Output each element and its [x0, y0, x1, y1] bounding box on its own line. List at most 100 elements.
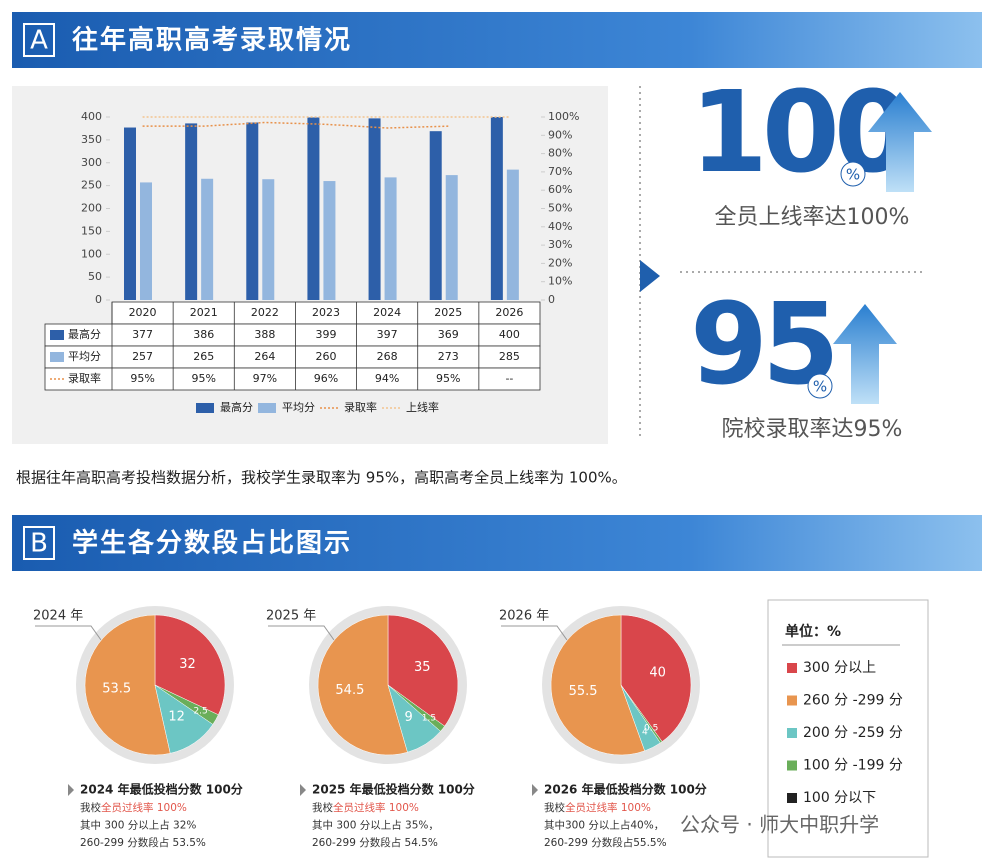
y-tick-label: 50	[88, 270, 102, 283]
unit-circle	[840, 161, 866, 187]
x-tick-label: 2022	[251, 306, 279, 319]
legend-swatch	[258, 403, 276, 413]
summary: 根据往年高职高考投档数据分析，我校学生录取率为 95%，高职高考全员上线率为 1…	[16, 469, 627, 487]
table-cell: 95%	[130, 372, 154, 385]
pie-slice	[317, 614, 408, 756]
pie-leader	[35, 625, 102, 641]
note-line: 260-299 分数段占55.5%	[544, 836, 667, 849]
pie-slice	[154, 614, 226, 716]
section-letter: A	[30, 26, 48, 56]
y-tick-label: 100	[81, 247, 102, 260]
note-part: 其中 300 分以上占 32%	[80, 819, 196, 832]
note-part: 260-299 分数段占 53.5%	[80, 836, 206, 849]
note-line: 其中300 分以上占40%，	[544, 819, 664, 832]
stat-caption: 院校录取率达95%	[722, 417, 903, 442]
bar	[368, 118, 381, 300]
note-line: 我校全员过线率 100%	[80, 801, 187, 814]
note-marker	[532, 784, 538, 796]
note-part: 全员过线率 100%	[565, 801, 651, 814]
y2-tick-label: 50%	[548, 202, 572, 215]
y-tick-label: 0	[95, 293, 102, 306]
legend-swatch	[787, 793, 797, 803]
pie-slice	[84, 614, 171, 756]
pie-title: 2024 年	[33, 609, 83, 624]
bar	[201, 178, 214, 300]
y2-tick-label: 100%	[548, 110, 579, 123]
pie-label: 4	[642, 727, 648, 737]
pie-title: 2025 年	[266, 609, 316, 624]
note-part: 260-299 分数段占55.5%	[544, 836, 667, 849]
x-tick-label: 2025	[434, 306, 462, 319]
bar	[262, 179, 275, 300]
pie-slice	[387, 614, 459, 727]
pie-label: 53.5	[102, 682, 131, 697]
y-tick-label: 150	[81, 224, 102, 237]
y2-tick-label: 30%	[548, 238, 572, 251]
pie-title: 2026 年	[499, 609, 549, 624]
pie-slice	[154, 684, 219, 725]
up-arrow	[868, 92, 932, 192]
note-part: 我校	[544, 801, 565, 814]
table-series-name: 平均分	[68, 350, 101, 363]
header-band	[12, 12, 982, 68]
table-cell: --	[505, 372, 513, 385]
unit: %	[813, 378, 827, 396]
note-line: 我校全员过线率 100%	[544, 801, 651, 814]
table-swatch	[50, 352, 64, 362]
x-tick-label: 2024	[373, 306, 401, 319]
legend-label: 录取率	[344, 400, 377, 414]
bar	[246, 122, 259, 301]
pie-leader	[501, 625, 568, 641]
table-row	[44, 323, 541, 347]
x-tick-label: 2023	[312, 306, 340, 319]
legend-label: 200 分 -259 分	[803, 725, 903, 741]
legend-label: 260 分 -299 分	[803, 693, 903, 709]
legend-swatch	[787, 695, 797, 706]
x-tick-label: 2021	[190, 306, 218, 319]
pie-slice	[387, 684, 445, 732]
note-line: 260-299 分数段占 53.5%	[80, 836, 206, 849]
note-part: 其中300 分以上占40%，	[544, 819, 664, 832]
table-cell: 285	[499, 350, 520, 363]
bar	[124, 127, 136, 301]
pointer	[640, 260, 660, 292]
table-cell: 400	[499, 328, 520, 341]
letter-box	[23, 526, 55, 560]
pie-slice	[550, 614, 646, 756]
note-part: 我校	[80, 801, 101, 814]
section-title: 往年高职高考录取情况	[72, 25, 352, 56]
legend-swatch	[787, 728, 797, 738]
note-heading: 2024 年最低投档分数 100分	[80, 782, 243, 797]
table-cell: 273	[438, 350, 459, 363]
bar	[445, 175, 458, 300]
y-tick-label: 200	[81, 202, 102, 215]
table-cell: 265	[193, 350, 214, 363]
section-title: 学生各分数段占比图示	[72, 528, 352, 559]
bar	[384, 177, 397, 300]
table-series-name: 录取率	[68, 371, 101, 385]
legend-label: 300 分以上	[803, 660, 876, 676]
header-band	[12, 515, 982, 571]
pie-label: 40	[649, 666, 666, 681]
pie-label: 32	[179, 657, 196, 672]
y2-tick-label: 70%	[548, 165, 572, 178]
table-cell: 95%	[436, 372, 460, 385]
line	[142, 121, 449, 129]
bar	[506, 169, 519, 300]
pie-label: 54.5	[335, 683, 364, 698]
legend-label: 100 分以下	[803, 790, 876, 806]
table-cell: 268	[377, 350, 398, 363]
table-cell: 257	[132, 350, 153, 363]
x-tick-label: 2020	[129, 306, 157, 319]
pie-slice	[620, 614, 692, 742]
pie-label: 2.5	[193, 707, 207, 717]
table-cell: 97%	[253, 372, 277, 385]
table-cell: 260	[316, 350, 337, 363]
y2-tick-label: 90%	[548, 128, 572, 141]
pie-label: 0.5	[644, 723, 658, 733]
note-part: 全员过线率 100%	[333, 801, 419, 814]
table-cell: 397	[377, 328, 398, 341]
table-row	[44, 367, 541, 391]
legend-swatch	[196, 403, 214, 413]
